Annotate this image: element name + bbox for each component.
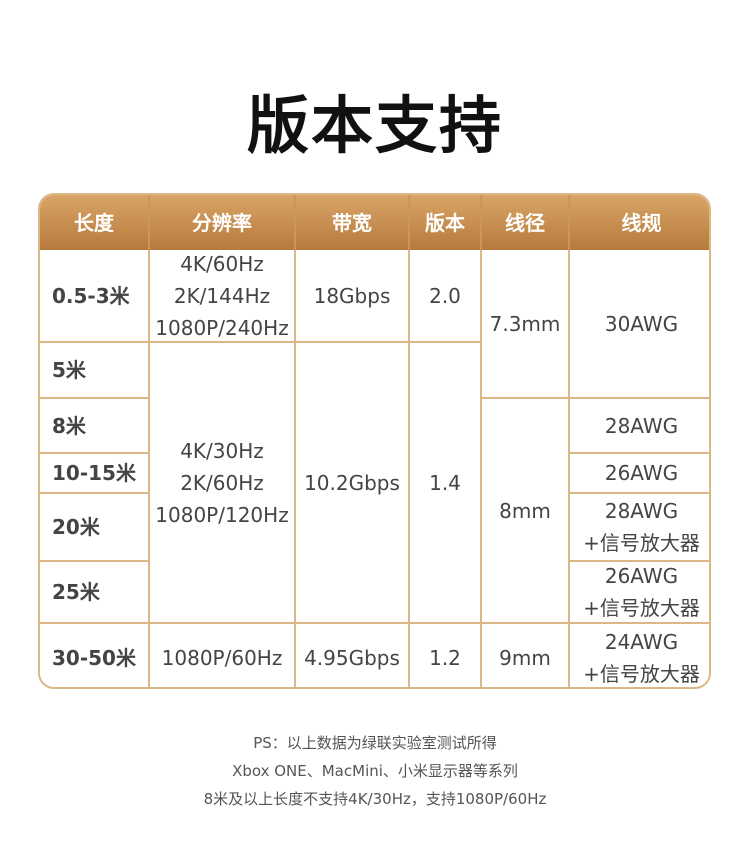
cell-text: 26AWG [604,461,679,485]
resolution-cell: 4K/30Hz 2K/60Hz 1080P/120Hz [150,343,296,624]
column-header: 线规 [570,195,709,250]
cell-text: 5米 [52,358,86,382]
cell-text: 25米 [52,580,100,604]
footer-note-2: Xbox ONE、MacMini、小米显示器等系列 [232,762,518,780]
version-cell: 1.4 [410,343,482,624]
cell-text: 1080P/60Hz [161,645,283,670]
table-header [40,195,709,250]
cell-text: 10.2Gbps [304,470,400,495]
cell-text: 8mm [499,498,551,523]
footer-note-3: 8米及以上长度不支持4K/30Hz，支持1080P/60Hz [203,790,547,808]
diameter-cell: 7.3mm [482,250,570,399]
length-cell: 30-50米 [40,624,150,687]
cell-text: 2K/144Hz [173,283,271,308]
cell-text: +信号放大器 [583,596,700,620]
cell-text: 1080P/120Hz [155,502,289,527]
bandwidth-cell: 4.95Gbps [296,624,410,687]
cell-text: 20米 [52,515,100,539]
gauge-cell: 24AWG +信号放大器 [570,624,709,687]
cell-text: 26AWG [604,564,679,588]
cell-text: 2K/60Hz [180,470,264,495]
cell-text: 4.95Gbps [304,645,400,670]
cell-text: 24AWG [604,629,679,654]
gauge-cell: 26AWG +信号放大器 [570,562,709,624]
resolution-cell: 1080P/60Hz [150,624,296,687]
cell-text: 30-50米 [52,645,136,670]
cell-text: 2.0 [429,283,461,308]
cell-text: 0.5-3米 [52,283,130,308]
cell-text: 4K/60Hz [180,251,264,276]
length-cell: 0.5-3米 [40,250,150,343]
cell-text: 30AWG [604,311,679,336]
column-header: 分辨率 [150,195,296,250]
cell-text: 1.4 [429,470,461,495]
cell-text: 28AWG [604,413,679,438]
length-cell: 25米 [40,562,150,624]
footer-note-1: PS：以上数据为绿联实验室测试所得 [253,734,497,752]
cell-text: 1.2 [429,645,461,670]
column-header: 长度 [40,195,150,250]
cell-text: 线规 [621,210,662,235]
bandwidth-cell: 18Gbps [296,250,410,343]
gauge-cell: 26AWG [570,454,709,494]
cell-text: 18Gbps [313,283,391,308]
length-cell: 20米 [40,494,150,562]
cell-text: 长度 [74,210,114,235]
diameter-cell: 8mm [482,399,570,624]
cell-text: 版本 [425,210,465,235]
gauge-cell: 28AWG +信号放大器 [570,494,709,562]
column-header: 版本 [410,195,482,250]
cell-text: 10-15米 [52,461,136,485]
length-cell: 10-15米 [40,454,150,494]
cell-text: 分辨率 [192,210,252,235]
page-title: 版本支持 [246,89,503,162]
cell-text: 8米 [52,413,86,438]
cell-text: 带宽 [332,210,372,235]
version-cell: 1.2 [410,624,482,687]
version-cell: 2.0 [410,250,482,343]
cell-text: 28AWG [604,499,679,523]
length-cell: 5米 [40,343,150,399]
resolution-cell: 4K/60Hz 2K/144Hz 1080P/240Hz [150,250,296,343]
cell-text: 4K/30Hz [180,438,264,463]
column-header: 线径 [482,195,570,250]
column-header: 带宽 [296,195,410,250]
cell-text: 7.3mm [489,311,561,336]
bandwidth-cell: 10.2Gbps [296,343,410,624]
diameter-cell: 9mm [482,624,570,687]
gauge-cell: 30AWG [570,250,709,399]
cell-text: 9mm [499,645,551,670]
gauge-cell: 28AWG [570,399,709,454]
cell-text: +信号放大器 [583,661,700,686]
cell-text: +信号放大器 [583,531,700,555]
length-cell: 8米 [40,399,150,454]
cell-text: 线径 [505,210,545,235]
cell-text: 1080P/240Hz [155,315,289,340]
spec-table: 长度 分辨率 带宽 版本 线径 线规 0.5-3米 5米 8米 10-15米 20米 25米 30-50… [38,193,711,689]
